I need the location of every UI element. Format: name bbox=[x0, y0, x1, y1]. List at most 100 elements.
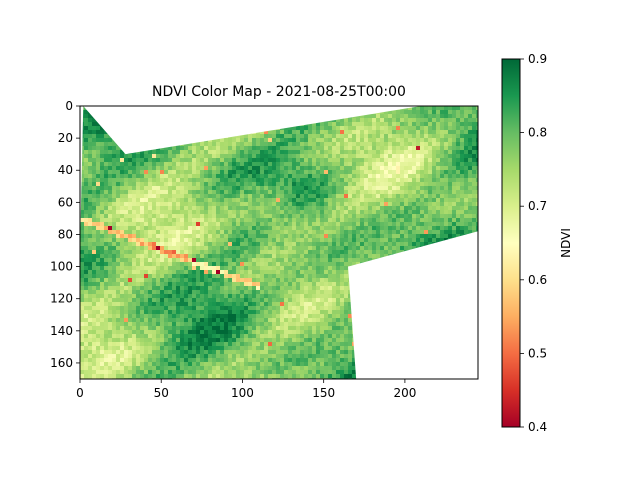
heatmap-cell bbox=[172, 282, 176, 286]
heatmap-cell bbox=[92, 118, 96, 122]
heatmap-cell bbox=[296, 286, 300, 290]
heatmap-cell bbox=[344, 258, 348, 262]
heatmap-cell bbox=[456, 142, 460, 146]
heatmap-cell bbox=[292, 254, 296, 258]
heatmap-cell bbox=[320, 146, 324, 150]
heatmap-cell bbox=[304, 190, 308, 194]
heatmap-cell bbox=[188, 170, 192, 174]
heatmap-cell bbox=[348, 166, 352, 170]
heatmap-cell bbox=[376, 222, 380, 226]
heatmap-cell bbox=[176, 178, 180, 182]
heatmap-cell bbox=[140, 230, 144, 234]
heatmap-cell bbox=[132, 266, 136, 270]
heatmap-cell bbox=[152, 226, 156, 230]
heatmap-cell bbox=[108, 250, 112, 254]
heatmap-cell bbox=[280, 146, 284, 150]
heatmap-cell bbox=[116, 230, 120, 234]
heatmap-cell bbox=[84, 206, 88, 210]
heatmap-cell bbox=[332, 122, 336, 126]
heatmap-cell bbox=[168, 254, 172, 258]
heatmap-cell bbox=[380, 118, 384, 122]
heatmap-cell bbox=[340, 266, 344, 270]
heatmap-cell bbox=[204, 206, 208, 210]
heatmap-cell bbox=[276, 214, 280, 218]
heatmap-cell bbox=[140, 206, 144, 210]
heatmap-cell bbox=[96, 198, 100, 202]
heatmap-cell bbox=[268, 218, 272, 222]
heatmap-cell bbox=[376, 242, 380, 246]
heatmap-cell bbox=[304, 274, 308, 278]
heatmap-cell bbox=[436, 174, 440, 178]
heatmap-cell bbox=[140, 242, 144, 246]
heatmap-cell bbox=[108, 262, 112, 266]
heatmap-cell bbox=[152, 246, 156, 250]
heatmap-cell bbox=[352, 178, 356, 182]
heatmap-cell bbox=[176, 302, 180, 306]
heatmap-cell bbox=[452, 142, 456, 146]
heatmap-cell bbox=[444, 174, 448, 178]
heatmap-cell bbox=[440, 162, 444, 166]
heatmap-cell bbox=[304, 126, 308, 130]
heatmap-cell bbox=[348, 170, 352, 174]
heatmap-cell bbox=[376, 198, 380, 202]
heatmap-cell bbox=[344, 154, 348, 158]
heatmap-cell bbox=[468, 186, 472, 190]
heatmap-cell bbox=[260, 138, 264, 142]
heatmap-cell bbox=[276, 138, 280, 142]
heatmap-cell bbox=[316, 142, 320, 146]
heatmap-cell bbox=[96, 150, 100, 154]
heatmap-cell bbox=[296, 126, 300, 130]
heatmap-cell bbox=[268, 214, 272, 218]
heatmap-cell bbox=[436, 118, 440, 122]
heatmap-cell bbox=[392, 242, 396, 246]
heatmap-cell bbox=[320, 294, 324, 298]
heatmap-cell bbox=[384, 162, 388, 166]
heatmap-cell bbox=[436, 170, 440, 174]
heatmap-cell bbox=[200, 294, 204, 298]
heatmap-cell bbox=[140, 254, 144, 258]
heatmap-cell bbox=[264, 198, 268, 202]
heatmap-cell bbox=[92, 302, 96, 306]
heatmap-cell bbox=[432, 150, 436, 154]
heatmap-cell bbox=[152, 254, 156, 258]
heatmap-cell bbox=[424, 146, 428, 150]
heatmap-cell bbox=[256, 246, 260, 250]
heatmap-cell bbox=[176, 250, 180, 254]
heatmap-cell bbox=[348, 294, 352, 298]
heatmap-cell bbox=[272, 214, 276, 218]
heatmap-cell bbox=[372, 194, 376, 198]
heatmap-cell bbox=[304, 174, 308, 178]
heatmap-cell bbox=[172, 158, 176, 162]
heatmap-cell bbox=[340, 174, 344, 178]
heatmap-cell bbox=[412, 154, 416, 158]
heatmap-cell bbox=[188, 286, 192, 290]
heatmap-cell bbox=[476, 214, 478, 218]
heatmap-cell bbox=[216, 186, 220, 190]
heatmap-cell bbox=[176, 158, 180, 162]
heatmap-cell bbox=[112, 242, 116, 246]
heatmap-cell bbox=[384, 122, 388, 126]
heatmap-cell bbox=[240, 234, 244, 238]
heatmap-cell bbox=[100, 154, 104, 158]
heatmap-cell bbox=[136, 254, 140, 258]
heatmap-cell bbox=[156, 150, 160, 154]
heatmap-cell bbox=[436, 202, 440, 206]
heatmap-cell bbox=[160, 170, 164, 174]
heatmap-cell bbox=[192, 182, 196, 186]
heatmap-cell bbox=[80, 162, 84, 166]
heatmap-cell bbox=[92, 150, 96, 154]
heatmap-cell bbox=[404, 174, 408, 178]
heatmap-cell bbox=[404, 186, 408, 190]
heatmap-cell bbox=[180, 222, 184, 226]
heatmap-cell bbox=[288, 126, 292, 130]
heatmap-cell bbox=[164, 198, 168, 202]
heatmap-cell bbox=[476, 178, 478, 182]
heatmap-cell bbox=[436, 214, 440, 218]
heatmap-cell bbox=[448, 158, 452, 162]
heatmap-cell bbox=[472, 190, 476, 194]
heatmap-cell bbox=[424, 198, 428, 202]
heatmap-cell bbox=[264, 190, 268, 194]
heatmap-cell bbox=[336, 126, 340, 130]
heatmap-cell bbox=[372, 126, 376, 130]
